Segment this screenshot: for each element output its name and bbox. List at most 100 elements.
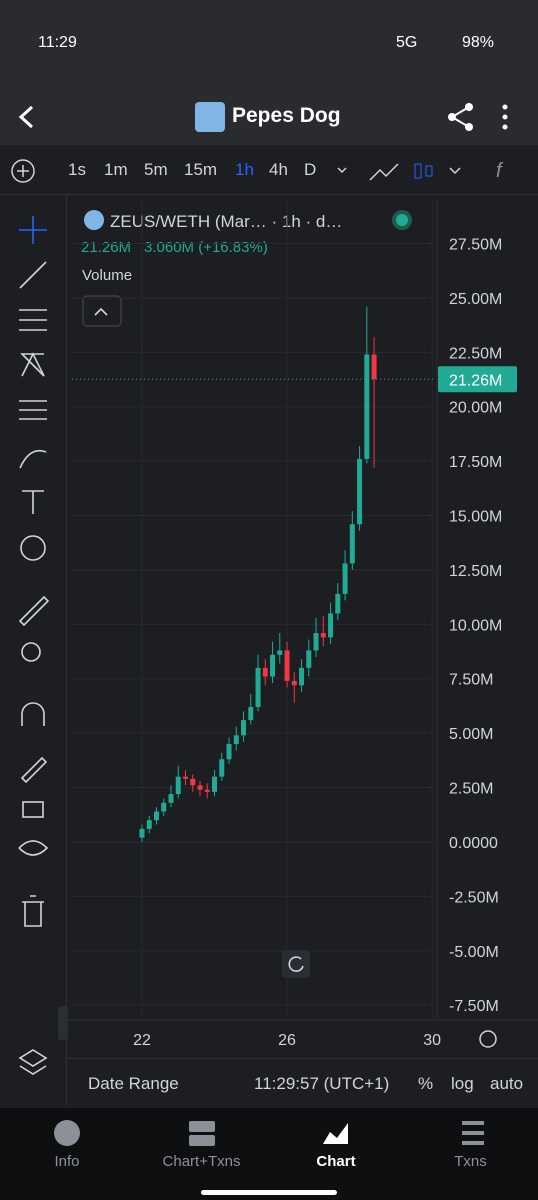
x-tick-label: 26 [278, 1032, 296, 1049]
candle-body [262, 667, 268, 677]
interval-button[interactable]: 5m [144, 160, 168, 179]
candle-body [146, 820, 152, 829]
interval-button[interactable]: 15m [184, 160, 218, 179]
drawing-toolbar [0, 196, 67, 1106]
app-bar-icons [18, 102, 508, 132]
candle-body [364, 354, 370, 459]
nav-tab[interactable]: Txns [454, 1153, 487, 1170]
projection-tool[interactable] [19, 400, 47, 420]
info-icon [54, 1120, 80, 1146]
interval-button[interactable]: 1s [68, 160, 86, 179]
collapse-icon [94, 307, 108, 316]
visibility-tool[interactable] [18, 840, 49, 856]
zoom-tool[interactable] [21, 642, 41, 662]
symbol-avatar [84, 210, 104, 230]
log-toggle[interactable]: log [451, 1074, 474, 1093]
formula-icon[interactable]: f [496, 160, 504, 182]
status-dot-inner [396, 214, 408, 226]
last-price-label: 21.26M [449, 372, 502, 389]
line-chart-icon[interactable] [369, 163, 399, 181]
candle-body [197, 785, 203, 790]
y-tick-label: 5.00M [449, 726, 493, 743]
crosshair-tool[interactable] [19, 216, 47, 244]
y-tick-label: 20.00M [449, 400, 502, 417]
delete-tool[interactable] [22, 895, 44, 927]
status-time: 11:29 [38, 34, 77, 51]
reset-button[interactable] [282, 950, 310, 978]
chart: ZEUS/WETH (Mar… · 1h · d… 21.26M 3.060M … [58, 200, 538, 1049]
percent-toggle[interactable]: % [418, 1074, 434, 1093]
nav-tab[interactable]: Chart+Txns [162, 1153, 241, 1170]
candle-body [153, 811, 159, 821]
status-battery: 98% [462, 34, 495, 51]
candle-body [335, 593, 341, 614]
candle-body [284, 650, 290, 681]
interval-button[interactable]: 1m [104, 160, 128, 179]
interval-button[interactable]: 4h [269, 160, 288, 179]
trend-line-tool[interactable] [19, 261, 47, 289]
interval-button[interactable]: 1h [235, 160, 254, 179]
side-handle[interactable] [58, 1006, 68, 1040]
last-price: 21.26M [81, 239, 131, 256]
candle-body [349, 524, 355, 564]
settings-icon[interactable] [479, 1030, 497, 1048]
layers-icon[interactable] [18, 1049, 48, 1075]
text-tool[interactable] [22, 490, 44, 514]
candle-body [139, 828, 145, 838]
menu-dot [502, 114, 508, 120]
app-bar [0, 0, 538, 145]
candle-body [161, 802, 167, 812]
y-tick-label: 12.50M [449, 563, 502, 580]
collapse-button[interactable] [82, 295, 122, 327]
plus [17, 165, 29, 177]
chart-icon [323, 1123, 348, 1144]
toolbar [0, 146, 538, 195]
bottom-nav [0, 1108, 538, 1200]
candle-body [342, 563, 348, 594]
dropdown-icon[interactable] [449, 167, 461, 175]
share-lines [451, 106, 470, 128]
magnet-tool[interactable] [21, 702, 45, 726]
chart-txns-icon [189, 1121, 215, 1132]
token-avatar [195, 102, 225, 132]
y-tick-label: 2.50M [449, 781, 493, 798]
lock-tool[interactable] [22, 801, 44, 818]
clock: 11:29:57 (UTC+1) [254, 1074, 390, 1093]
price-change: 3.060M (+16.83%) [144, 239, 268, 256]
menu-icon[interactable] [502, 104, 508, 110]
ruler-tool[interactable] [18, 595, 50, 627]
interval-button[interactable]: D [304, 160, 317, 179]
candle-body [175, 776, 181, 795]
candle-body [168, 794, 174, 803]
y-tick-label: 17.50M [449, 454, 502, 471]
emoji-tool[interactable] [20, 535, 46, 561]
auto-toggle[interactable]: auto [490, 1074, 524, 1093]
lock-draw-tool[interactable] [20, 756, 48, 784]
dropdown-icon[interactable] [337, 167, 347, 174]
toolbar-icons: f [11, 159, 504, 183]
candle-body [291, 680, 297, 686]
add-indicator-icon[interactable] [11, 159, 35, 183]
y-tick-label: 10.00M [449, 617, 502, 634]
txns-icon [462, 1121, 484, 1145]
fib-tool[interactable] [19, 309, 47, 331]
brush-tool[interactable] [19, 449, 47, 469]
nav-tab[interactable]: Info [54, 1153, 80, 1170]
candle-body [277, 650, 283, 655]
candle-body [320, 633, 326, 638]
candle-body [270, 654, 276, 677]
candle-icon[interactable] [414, 163, 422, 179]
y-tick-label: 7.50M [449, 672, 493, 689]
x-tick-label: 30 [423, 1032, 441, 1049]
last-price-badge [438, 366, 517, 393]
symbol-label: ZEUS/WETH (Mar… · 1h · d… [110, 212, 342, 231]
header-title: Pepes Dog [232, 104, 341, 127]
nav-tab[interactable]: Chart [316, 1153, 356, 1170]
back-icon[interactable] [18, 105, 34, 129]
reset-icon [288, 956, 304, 972]
candle-body [357, 458, 363, 525]
home-indicator [201, 1190, 337, 1195]
date-range-button[interactable]: Date Range [88, 1074, 179, 1093]
pattern-tool[interactable] [20, 352, 45, 377]
